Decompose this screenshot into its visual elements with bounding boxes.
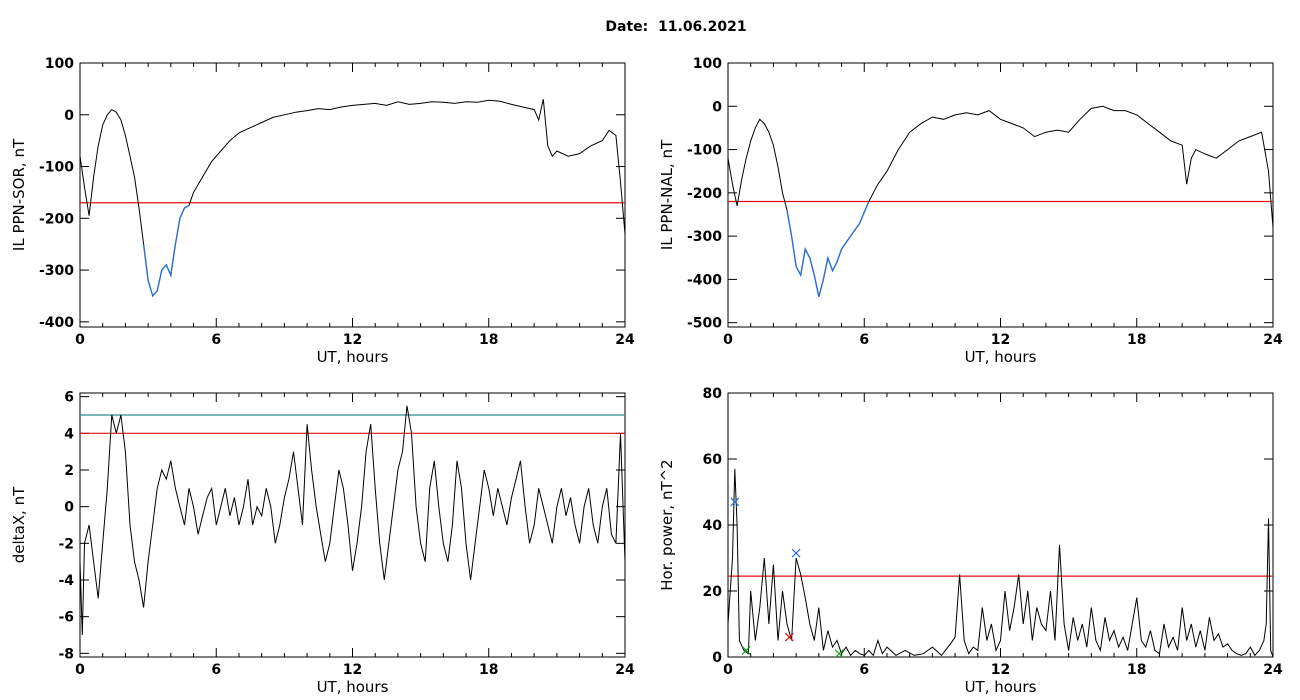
- y-tick-label: 60: [703, 452, 723, 468]
- y-tick-label: -100: [687, 143, 722, 159]
- y-tick-label: -400: [39, 315, 74, 331]
- x-tick-label: 18: [1127, 662, 1146, 678]
- y-tick-label: -6: [58, 610, 74, 626]
- x-tick-label: 24: [615, 662, 635, 678]
- chart-deltax: 0 6 12 18 24 6 4 2 0 -2 -4 -6 -8 UT, hours deltaX, nT: [10, 390, 635, 696]
- y-tick-label: 100: [45, 56, 74, 72]
- y-tick-label: -200: [39, 211, 74, 227]
- x-tick-label: 6: [859, 662, 869, 678]
- x-tick-label: 12: [991, 662, 1010, 678]
- plot-frame: [79, 392, 626, 658]
- x-tick-label: 18: [479, 662, 498, 678]
- highlight-segment: [786, 201, 870, 297]
- x-tick-label: 18: [1127, 332, 1146, 348]
- event-marker: [834, 649, 844, 657]
- y-tick-label: 0: [712, 99, 722, 115]
- x-tick-label: 0: [723, 662, 733, 678]
- y-tick-label: 2: [64, 463, 74, 479]
- y-tick-label: -400: [687, 272, 722, 288]
- x-tick-label: 6: [211, 662, 221, 678]
- event-marker: [784, 632, 794, 642]
- x-tick-label: 12: [991, 332, 1010, 348]
- x-tick-label: 18: [479, 332, 498, 348]
- event-marker: [730, 497, 740, 507]
- x-tick-label: 12: [343, 662, 362, 678]
- y-tick-label: 80: [703, 386, 723, 402]
- marker-stroke: [791, 548, 801, 558]
- y-tick-label: 0: [712, 650, 722, 666]
- y-tick-label: -300: [39, 263, 74, 279]
- y-tick-label: 40: [703, 518, 723, 534]
- y-axis-label: deltaX, nT: [10, 486, 28, 563]
- y-tick-label: -100: [39, 160, 74, 176]
- date-label: Date:: [605, 19, 649, 35]
- plot-area: [728, 105, 1273, 297]
- y-axis-label: IL PPN-NAL, nT: [658, 139, 676, 250]
- x-axis-label: UT, hours: [317, 678, 389, 696]
- y-tick-label: -500: [687, 316, 722, 332]
- y-tick-label: -8: [58, 646, 74, 662]
- y-tick-label: 100: [693, 56, 722, 72]
- plot-area: [728, 468, 1273, 657]
- x-tick-label: 0: [723, 332, 733, 348]
- y-tick-label: -2: [58, 536, 74, 552]
- chart-ppn-nal: 0 6 12 18 24 100 0 -100 -200 -300 -400 -500 UT, hour…: [658, 56, 1283, 366]
- x-axis-label: UT, hours: [965, 348, 1037, 366]
- y-axis-label: Hor. power, nT^2: [658, 459, 676, 590]
- date-value: 11.06.2021: [658, 19, 747, 35]
- series-line: [728, 105, 1273, 297]
- chart-ppn-sor: 0 6 12 18 24 100 0 -100 -200 -300 -400 UT, hours IL …: [10, 56, 635, 366]
- x-tick-label: 0: [75, 332, 85, 348]
- y-tick-label: 4: [64, 426, 74, 442]
- x-tick-label: 0: [75, 662, 85, 678]
- marker-stroke: [741, 645, 751, 655]
- series-line: [728, 468, 1273, 657]
- marker-stroke: [784, 632, 794, 642]
- marker-stroke: [730, 497, 740, 507]
- x-axis-label: UT, hours: [965, 678, 1037, 696]
- y-tick-label: -200: [687, 186, 722, 202]
- y-tick-label: -300: [687, 229, 722, 245]
- plot-area: [80, 99, 625, 298]
- series-line: [80, 405, 625, 636]
- x-axis-label: UT, hours: [317, 348, 389, 366]
- y-axis-label: IL PPN-SOR, nT: [10, 138, 28, 251]
- series-line: [80, 99, 625, 297]
- y-tick-label: 20: [703, 584, 723, 600]
- x-tick-label: 6: [211, 332, 221, 348]
- y-tick-label: 0: [64, 500, 74, 516]
- event-marker: [791, 548, 801, 558]
- y-tick-label: -4: [58, 573, 74, 589]
- plot-area: [80, 405, 625, 636]
- chart-hor-power: 0 6 12 18 24 80 60 40 20 0 UT, hours Hor. power, nT…: [658, 386, 1283, 696]
- x-tick-label: 12: [343, 332, 362, 348]
- x-tick-label: 6: [859, 332, 869, 348]
- y-tick-label: 0: [64, 108, 74, 124]
- x-tick-label: 24: [615, 332, 635, 348]
- plot-frame: [727, 62, 1274, 328]
- event-marker: [741, 645, 751, 655]
- x-tick-label: 24: [1263, 662, 1283, 678]
- plot-frame: [727, 392, 1274, 658]
- highlight-segment: [142, 204, 190, 298]
- y-tick-label: 6: [64, 390, 74, 406]
- marker-stroke: [835, 649, 844, 657]
- date-title: Date: 11.06.2021: [0, 19, 1300, 35]
- x-tick-label: 24: [1263, 332, 1283, 348]
